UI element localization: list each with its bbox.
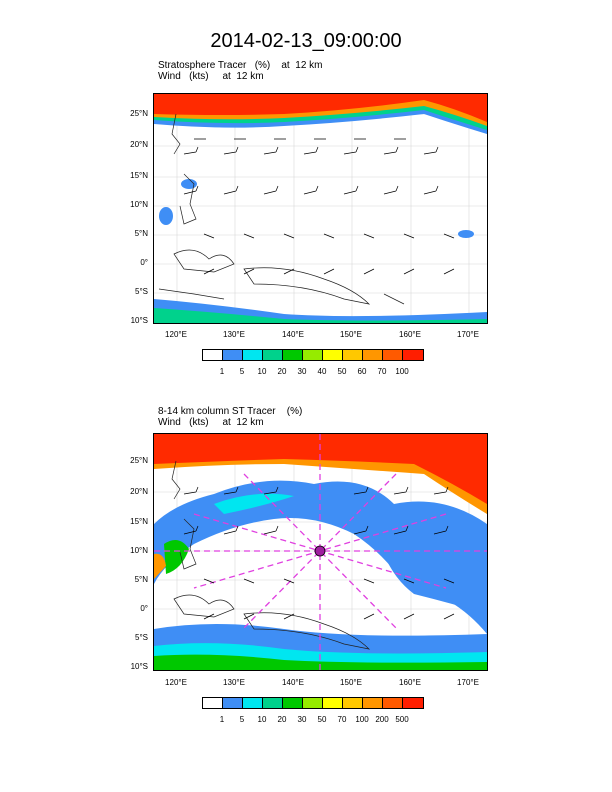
main-title: 2014-02-13_09:00:00 [210,30,402,52]
panel1-lon-label: 140°E [282,330,304,339]
panel1-lat-label: 10°N [130,200,148,209]
panel1-patch [159,207,173,225]
panel2-tracer-orange-west [154,553,166,579]
colorbar-label: 40 [317,367,327,376]
panel2-tracer-south-green [154,654,487,670]
colorbar-label: 50 [337,367,347,376]
panel2-colorbar [202,697,424,709]
colorbar-label: 5 [239,715,245,724]
panel2-center-marker [314,545,326,557]
panel2-lat-label: 20°N [130,487,148,496]
colorbar-swatch [303,350,323,360]
panel2-lat-label: 5°N [134,575,148,584]
colorbar-swatch [403,698,423,708]
panel1-lat-label: 5°N [134,229,148,238]
panel1-coastlines [158,113,405,305]
colorbar-label: 70 [377,367,387,376]
panel2-tracer-blue-east [384,550,487,614]
colorbar-swatch [263,350,283,360]
panel1-title-line1: Stratosphere Tracer (%) at 12 km [158,60,323,71]
colorbar-label: 10 [257,715,267,724]
panel2-tracer-cyan [214,493,294,514]
panel2-lat-label: 15°N [130,517,148,526]
colorbar-label: 200 [375,715,389,724]
colorbar-swatch [263,698,283,708]
panel1-lat-label: 5°S [135,287,148,296]
panel2-lon-label: 130°E [223,678,245,687]
panel2-lon-label: 160°E [399,678,421,687]
panel1-gridlines [154,94,487,323]
panel1-lat-label: 0° [140,258,148,267]
colorbar-swatch [323,350,343,360]
colorbar-label: 5 [239,367,245,376]
panel2-tracer-blue [154,480,487,634]
panel2-map-svg [154,434,487,670]
colorbar-swatch [343,350,363,360]
colorbar-swatch [203,698,223,708]
colorbar-swatch [223,698,243,708]
panel1-colorbar [202,349,424,361]
colorbar-label: 10 [257,367,267,376]
colorbar-swatch [223,350,243,360]
colorbar-swatch [203,350,223,360]
panel1-lat-label: 15°N [130,171,148,180]
colorbar-swatch [323,698,343,708]
colorbar-swatch [383,698,403,708]
panel2-lon-label: 140°E [282,678,304,687]
colorbar-label: 1 [219,715,225,724]
panel2-lon-label: 170°E [457,678,479,687]
colorbar-label: 70 [337,715,347,724]
colorbar-swatch [383,350,403,360]
panel2-tracer-green [164,540,189,574]
colorbar-label: 30 [297,367,307,376]
panel2-lon-label: 120°E [165,678,187,687]
panel2-coastlines [171,460,371,650]
panel2-wind-barbs [183,486,455,620]
colorbar-label: 500 [395,715,409,724]
panel1-lon-label: 150°E [340,330,362,339]
colorbar-label: 100 [395,367,409,376]
panel2-lon-label: 150°E [340,678,362,687]
panel2-title-line1: 8-14 km column ST Tracer (%) [158,406,303,417]
colorbar-swatch [403,350,423,360]
colorbar-swatch [363,698,383,708]
panel1-title-line2: Wind (kts) at 12 km [158,71,264,82]
colorbar-swatch [343,698,363,708]
panel2-lat-label: 0° [140,604,148,613]
panel2-lat-label: 10°N [130,546,148,555]
colorbar-swatch [283,350,303,360]
colorbar-swatch [243,350,263,360]
panel1-lon-label: 120°E [165,330,187,339]
colorbar-swatch [243,698,263,708]
panel1-tracer-red [154,94,487,122]
colorbar-swatch [303,698,323,708]
panel2-title-line2: Wind (kts) at 12 km [158,417,264,428]
colorbar-label: 100 [355,715,369,724]
colorbar-label: 30 [297,715,307,724]
colorbar-label: 20 [277,367,287,376]
panel2-lat-label: 10°S [130,662,148,671]
colorbar-swatch [283,698,303,708]
panel1-tracer-south-green [154,308,487,323]
panel1-map [153,93,488,324]
panel1-lat-label: 25°N [130,109,148,118]
panel2-lat-label: 25°N [130,456,148,465]
panel1-wind-barbs [183,138,455,275]
panel1-lon-label: 160°E [399,330,421,339]
colorbar-label: 60 [357,367,367,376]
panel2-tracer-red [154,434,487,504]
panel1-patch [458,230,474,238]
panel1-lon-label: 130°E [223,330,245,339]
panel1-patch [181,179,197,189]
colorbar-label: 1 [219,367,225,376]
colorbar-label: 20 [277,715,287,724]
panel1-lon-label: 170°E [457,330,479,339]
panel1-lat-label: 20°N [130,140,148,149]
panel2-lat-label: 5°S [135,633,148,642]
panel1-map-svg [154,94,487,323]
colorbar-swatch [363,350,383,360]
colorbar-label: 50 [317,715,327,724]
panel2-map [153,433,488,671]
panel1-lat-label: 10°S [130,316,148,325]
